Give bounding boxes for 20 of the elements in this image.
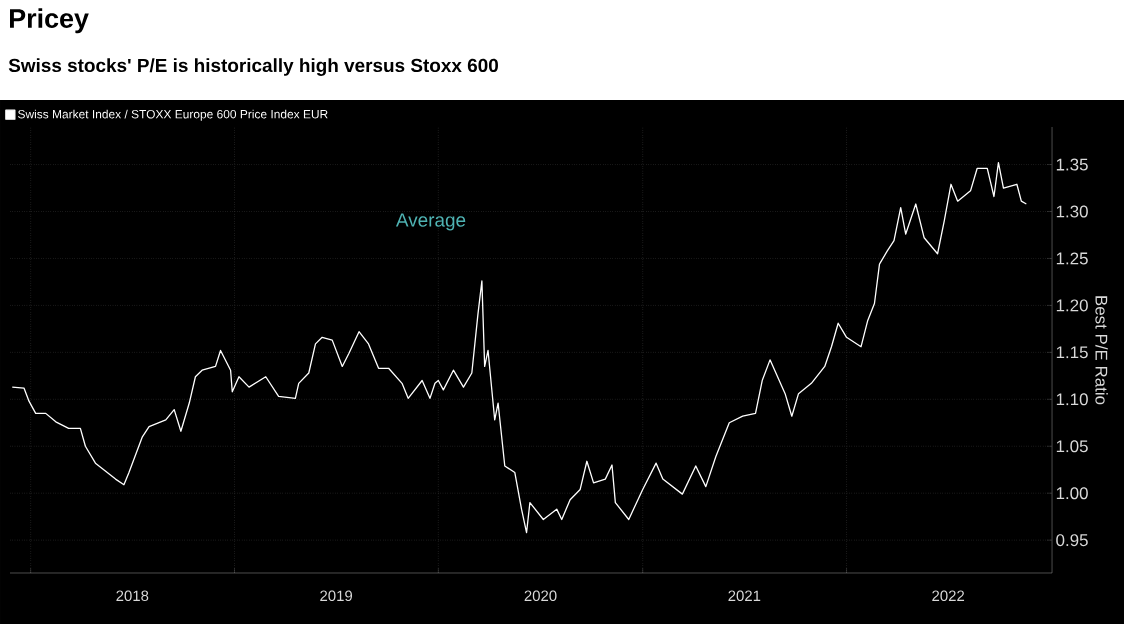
line-series [11,162,1027,534]
y-tick-label: 1.00 [1056,487,1088,500]
y-tick-label: 1.20 [1056,299,1088,312]
y-tick-label: 1.25 [1056,252,1088,265]
y-tick-label: 0.95 [1056,534,1088,547]
y-axis-title: Best P/E Ratio [1095,296,1108,405]
x-tick-label: 2021 [728,590,761,602]
x-tick-label: 2020 [524,590,557,602]
x-tick-label: 2018 [116,590,149,602]
y-tick-label: 1.15 [1056,346,1088,359]
legend-label: Swiss Market Index / STOXX Europe 600 Price Index EUR [18,109,328,121]
y-tick-label: 1.05 [1056,440,1088,453]
x-tick-label: 2022 [932,590,965,602]
x-tick-label: 2019 [320,590,353,602]
y-tick-label: 1.10 [1056,393,1088,406]
y-tick-label: 1.35 [1056,158,1088,171]
y-tick-label: 1.30 [1056,205,1088,218]
chart-subtitle: Swiss stocks' P/E is historically high versus Stoxx 600 [8,58,498,76]
chart-title: Pricey [10,8,89,34]
annotation: Average [395,213,466,231]
